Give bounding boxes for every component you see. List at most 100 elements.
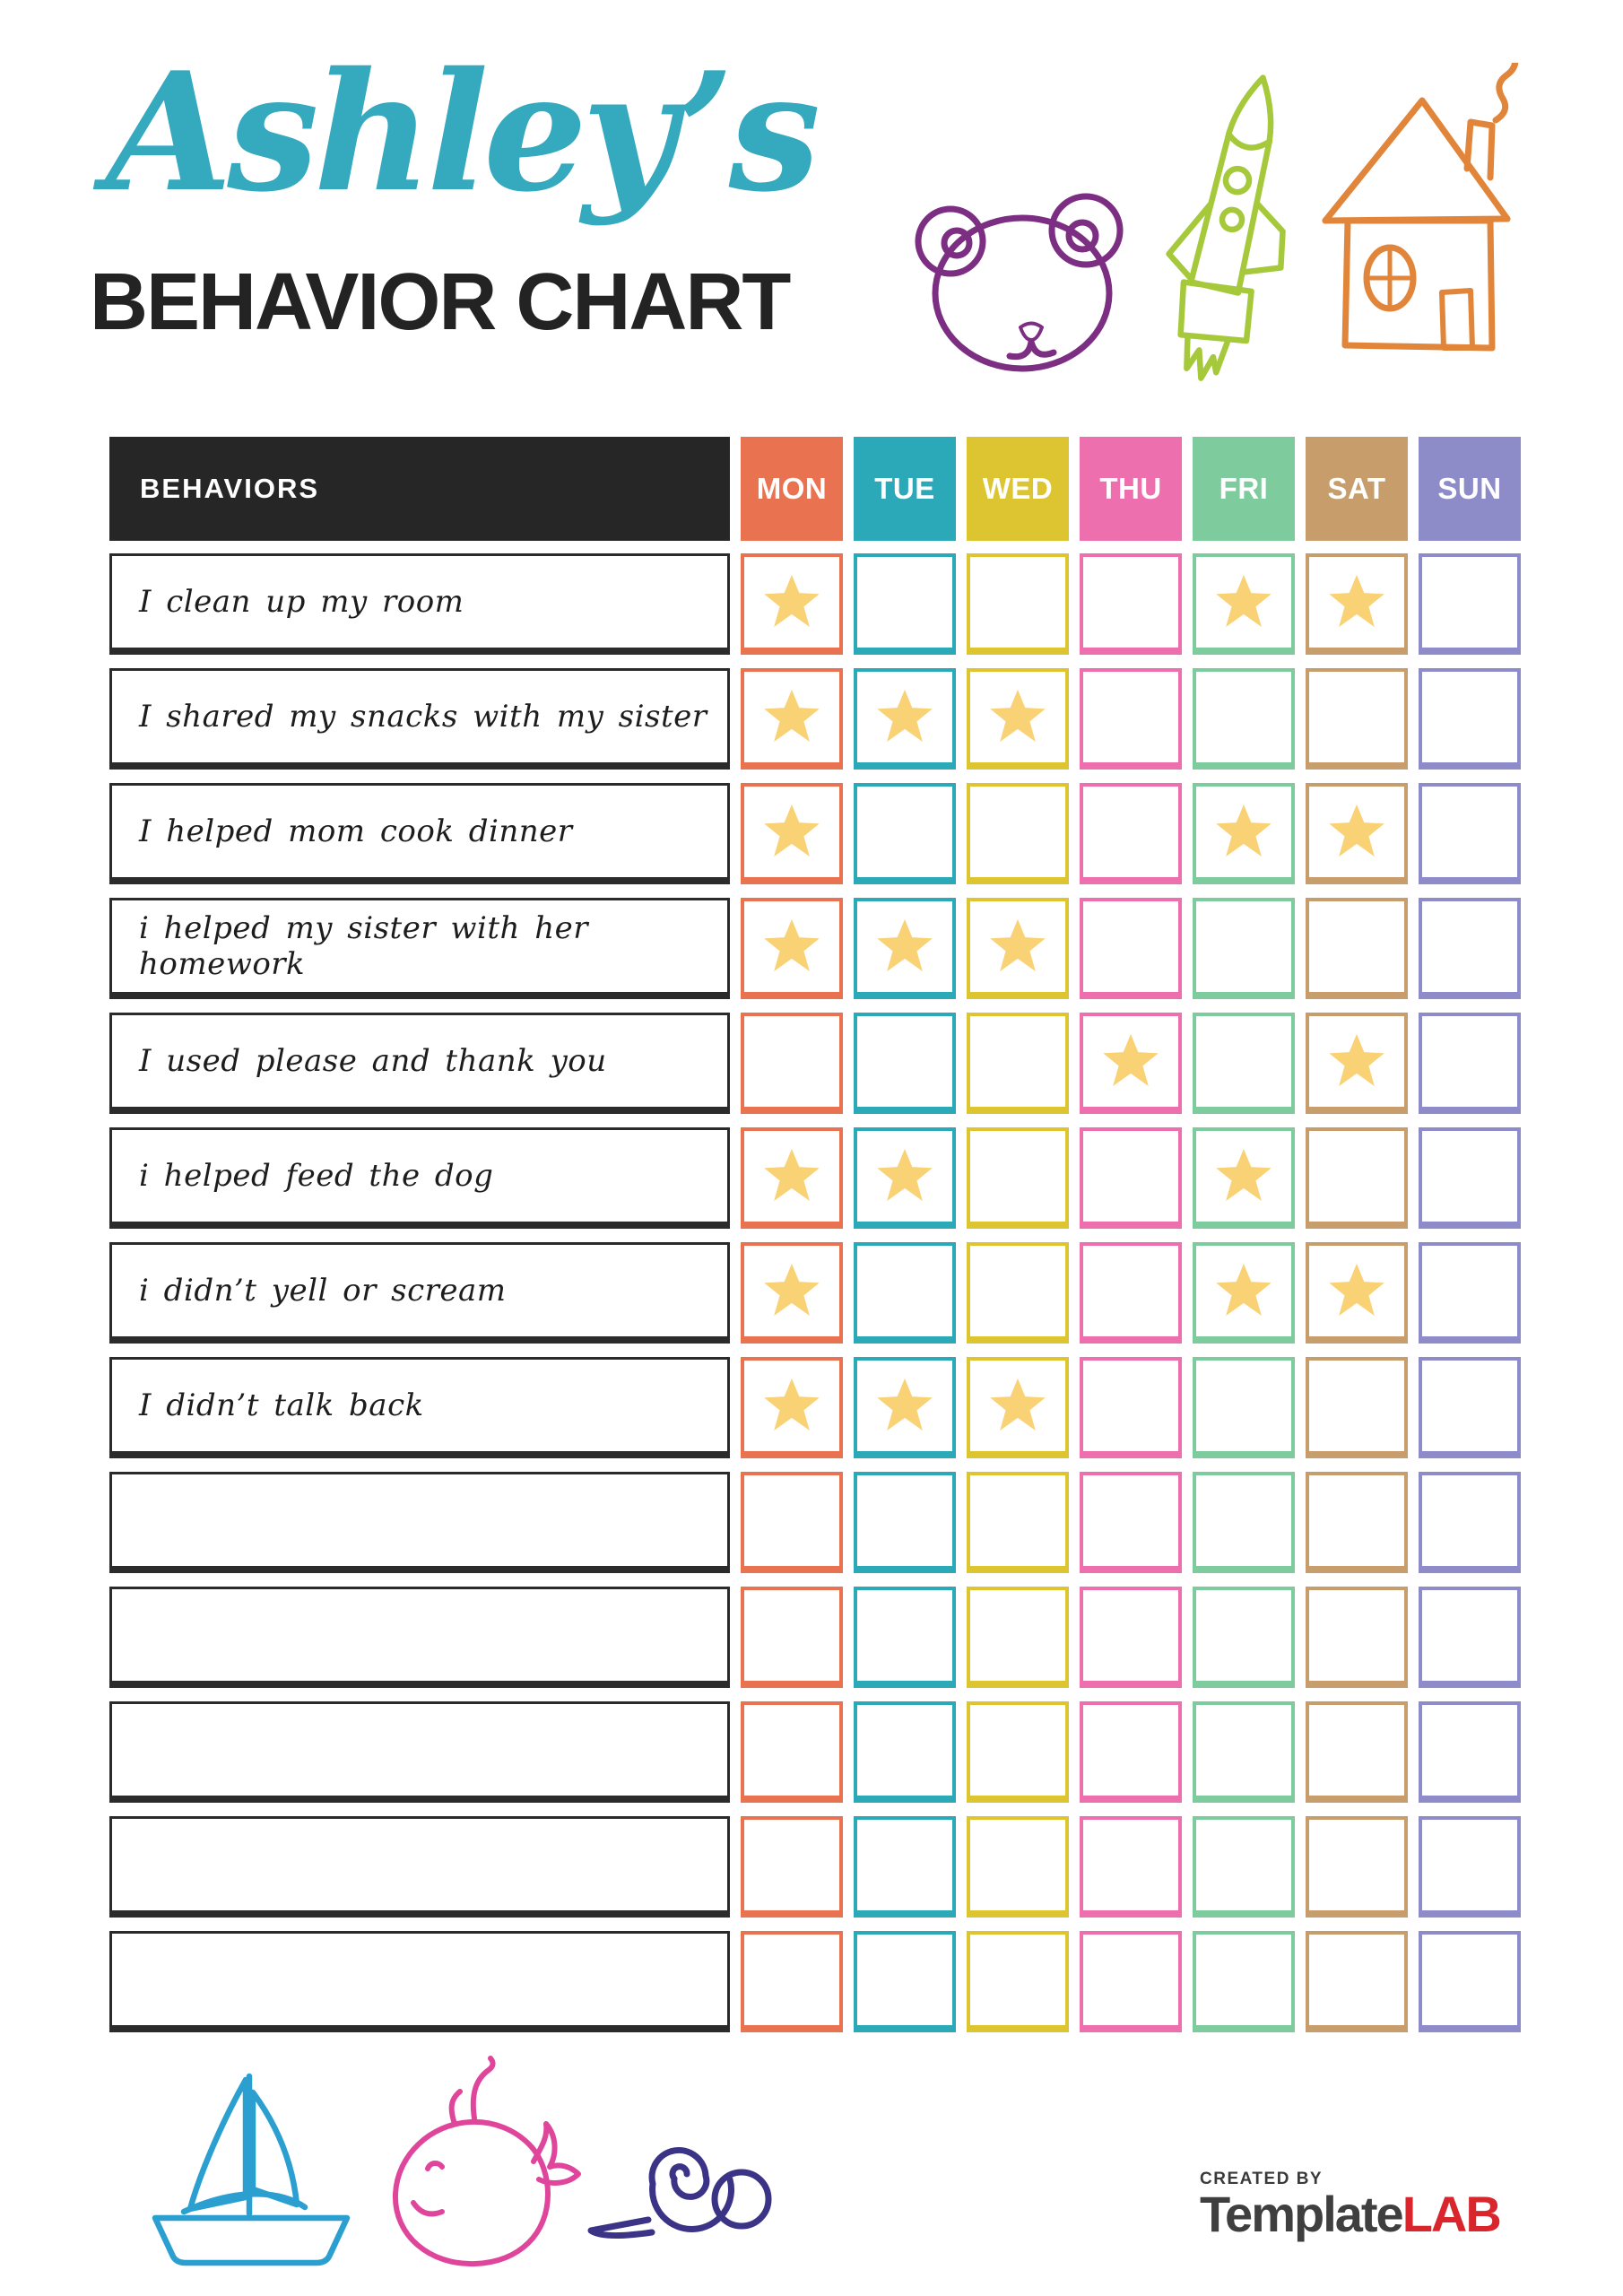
day-cell-wed[interactable] (967, 668, 1069, 770)
day-cell-mon[interactable] (741, 1242, 843, 1344)
day-cell-mon[interactable] (741, 1357, 843, 1458)
behavior-label-cell[interactable]: I clean up my room (109, 553, 730, 655)
behavior-label-cell[interactable] (109, 1587, 730, 1688)
day-cell-mon[interactable] (741, 1127, 843, 1229)
behavior-label-cell[interactable] (109, 1701, 730, 1803)
day-cell-thu[interactable] (1080, 1242, 1182, 1344)
day-cell-mon[interactable] (741, 1931, 843, 2032)
day-cell-mon[interactable] (741, 1013, 843, 1114)
day-cell-mon[interactable] (741, 1816, 843, 1918)
day-cell-sun[interactable] (1419, 1242, 1521, 1344)
day-cell-fri[interactable] (1193, 898, 1295, 999)
day-cell-fri[interactable] (1193, 1472, 1295, 1573)
day-cell-wed[interactable] (967, 783, 1069, 884)
day-cell-sat[interactable] (1306, 1127, 1408, 1229)
day-cell-fri[interactable] (1193, 783, 1295, 884)
day-cell-tue[interactable] (854, 1587, 956, 1688)
day-cell-sat[interactable] (1306, 783, 1408, 884)
day-cell-tue[interactable] (854, 553, 956, 655)
day-cell-sat[interactable] (1306, 1357, 1408, 1458)
day-cell-tue[interactable] (854, 1127, 956, 1229)
day-cell-sun[interactable] (1419, 898, 1521, 999)
day-cell-sun[interactable] (1419, 1931, 1521, 2032)
day-cell-mon[interactable] (741, 668, 843, 770)
day-cell-mon[interactable] (741, 553, 843, 655)
day-cell-wed[interactable] (967, 1816, 1069, 1918)
day-cell-sun[interactable] (1419, 1701, 1521, 1803)
day-cell-mon[interactable] (741, 1472, 843, 1573)
day-cell-thu[interactable] (1080, 783, 1182, 884)
day-cell-thu[interactable] (1080, 898, 1182, 999)
day-cell-thu[interactable] (1080, 1127, 1182, 1229)
day-cell-tue[interactable] (854, 1701, 956, 1803)
day-cell-sun[interactable] (1419, 668, 1521, 770)
day-cell-sun[interactable] (1419, 1127, 1521, 1229)
day-cell-tue[interactable] (854, 1242, 956, 1344)
day-cell-tue[interactable] (854, 1816, 956, 1918)
day-cell-tue[interactable] (854, 1013, 956, 1114)
day-cell-wed[interactable] (967, 898, 1069, 999)
day-cell-sat[interactable] (1306, 1472, 1408, 1573)
day-cell-mon[interactable] (741, 1587, 843, 1688)
day-cell-wed[interactable] (967, 1013, 1069, 1114)
behavior-label-cell[interactable]: I shared my snacks with my sister (109, 668, 730, 770)
day-cell-sun[interactable] (1419, 1013, 1521, 1114)
day-cell-mon[interactable] (741, 1701, 843, 1803)
day-cell-sun[interactable] (1419, 783, 1521, 884)
day-cell-fri[interactable] (1193, 553, 1295, 655)
day-cell-fri[interactable] (1193, 1587, 1295, 1688)
day-cell-wed[interactable] (967, 1242, 1069, 1344)
day-cell-thu[interactable] (1080, 1701, 1182, 1803)
day-cell-sun[interactable] (1419, 1587, 1521, 1688)
day-cell-sat[interactable] (1306, 668, 1408, 770)
behavior-label-cell[interactable] (109, 1931, 730, 2032)
day-cell-thu[interactable] (1080, 1816, 1182, 1918)
day-cell-sun[interactable] (1419, 553, 1521, 655)
day-cell-wed[interactable] (967, 1701, 1069, 1803)
day-cell-tue[interactable] (854, 898, 956, 999)
behavior-label-cell[interactable]: I used please and thank you (109, 1013, 730, 1114)
day-cell-tue[interactable] (854, 1931, 956, 2032)
day-cell-sat[interactable] (1306, 1931, 1408, 2032)
day-cell-tue[interactable] (854, 1357, 956, 1458)
day-cell-wed[interactable] (967, 553, 1069, 655)
behavior-label-cell[interactable]: I helped mom cook dinner (109, 783, 730, 884)
day-cell-sat[interactable] (1306, 1013, 1408, 1114)
day-cell-sat[interactable] (1306, 1816, 1408, 1918)
day-cell-wed[interactable] (967, 1472, 1069, 1573)
day-cell-fri[interactable] (1193, 1127, 1295, 1229)
day-cell-thu[interactable] (1080, 1587, 1182, 1688)
day-cell-sat[interactable] (1306, 1701, 1408, 1803)
day-cell-fri[interactable] (1193, 1013, 1295, 1114)
day-cell-tue[interactable] (854, 668, 956, 770)
day-cell-wed[interactable] (967, 1127, 1069, 1229)
day-cell-sun[interactable] (1419, 1472, 1521, 1573)
day-cell-fri[interactable] (1193, 1816, 1295, 1918)
day-cell-thu[interactable] (1080, 1357, 1182, 1458)
behavior-label-cell[interactable]: i didn’t yell or scream (109, 1242, 730, 1344)
day-cell-wed[interactable] (967, 1357, 1069, 1458)
day-cell-tue[interactable] (854, 1472, 956, 1573)
day-cell-thu[interactable] (1080, 1472, 1182, 1573)
day-cell-fri[interactable] (1193, 668, 1295, 770)
day-cell-wed[interactable] (967, 1931, 1069, 2032)
behavior-label-cell[interactable]: I didn’t talk back (109, 1357, 730, 1458)
behavior-label-cell[interactable]: i helped feed the dog (109, 1127, 730, 1229)
day-cell-sat[interactable] (1306, 553, 1408, 655)
day-cell-fri[interactable] (1193, 1931, 1295, 2032)
day-cell-fri[interactable] (1193, 1242, 1295, 1344)
day-cell-thu[interactable] (1080, 1931, 1182, 2032)
day-cell-fri[interactable] (1193, 1357, 1295, 1458)
day-cell-sat[interactable] (1306, 1242, 1408, 1344)
day-cell-wed[interactable] (967, 1587, 1069, 1688)
day-cell-tue[interactable] (854, 783, 956, 884)
day-cell-mon[interactable] (741, 898, 843, 999)
behavior-label-cell[interactable] (109, 1472, 730, 1573)
day-cell-mon[interactable] (741, 783, 843, 884)
day-cell-thu[interactable] (1080, 668, 1182, 770)
day-cell-sat[interactable] (1306, 898, 1408, 999)
day-cell-fri[interactable] (1193, 1701, 1295, 1803)
day-cell-thu[interactable] (1080, 1013, 1182, 1114)
day-cell-thu[interactable] (1080, 553, 1182, 655)
behavior-label-cell[interactable] (109, 1816, 730, 1918)
